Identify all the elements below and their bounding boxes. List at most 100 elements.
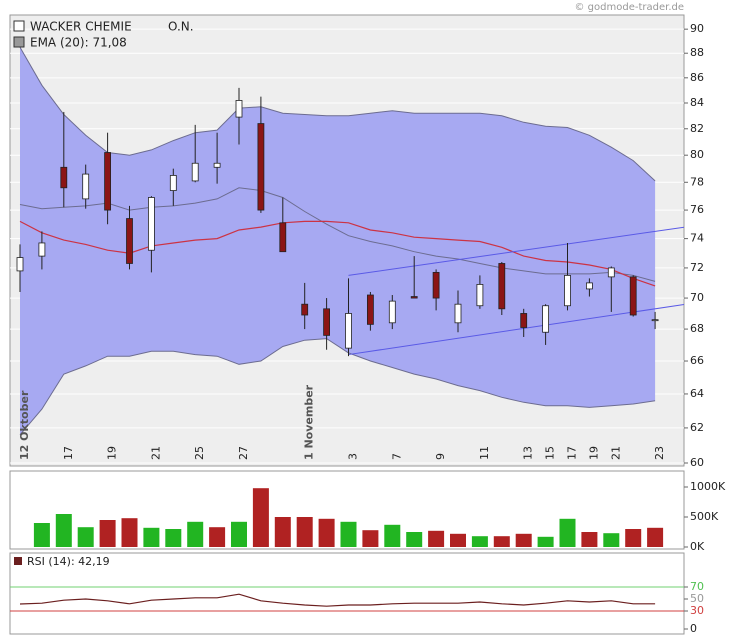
volume-bar [625, 529, 642, 547]
candle-body [323, 308, 331, 336]
volume-bar [231, 521, 247, 547]
volume-bar [340, 521, 357, 547]
y-tick-label: 64 [690, 387, 704, 400]
volume-bar [77, 527, 94, 547]
y-tick-label: 90 [690, 22, 704, 35]
x-tick-label: 21 [149, 446, 162, 460]
y-tick-label: 500K [690, 510, 719, 523]
band-middle [19, 187, 656, 282]
x-tick-label: 19 [106, 446, 119, 460]
candle-body [301, 303, 309, 316]
volume-bar [165, 529, 182, 547]
candle-body [651, 319, 659, 322]
x-tick-label: 15 [544, 446, 557, 460]
candle-body [432, 271, 440, 299]
x-tick-label: 23 [653, 446, 666, 460]
legend-rsi: RSI (14): 42,19 [27, 555, 110, 568]
y-tick-label: 76 [690, 203, 704, 216]
rsi-line [19, 593, 656, 607]
candle-body [279, 222, 287, 253]
volume-bar [537, 536, 554, 547]
y-tick-label: 88 [690, 46, 704, 59]
volume-bar [121, 518, 138, 547]
y-tick-label: 66 [690, 354, 704, 367]
x-tick-label: 3 [347, 453, 360, 460]
volume-bar [581, 532, 598, 547]
volume-bar [406, 532, 423, 547]
candle-body [104, 152, 111, 211]
y-tick-label: 80 [690, 148, 704, 161]
volume-bar [450, 533, 466, 547]
candle-body [520, 313, 528, 328]
candle-body [60, 166, 68, 189]
y-tick-label: 50 [690, 592, 704, 605]
volume-bar [559, 518, 576, 547]
volume-bar [187, 521, 204, 547]
volume-bar [296, 517, 313, 547]
volume-bar [603, 533, 620, 547]
y-tick-label: 70 [690, 580, 704, 593]
trend-line [348, 226, 685, 276]
band-area [20, 47, 656, 435]
y-tick-label: 82 [690, 122, 704, 135]
y-tick-label: 72 [690, 261, 704, 274]
y-tick-label: 68 [690, 322, 704, 335]
candle-body [235, 100, 243, 118]
volume-bar [384, 524, 401, 547]
volume-bar [55, 514, 72, 547]
candle-body [169, 175, 177, 191]
candle-body [607, 267, 615, 278]
volume-bar [252, 488, 269, 547]
candle-body [257, 123, 265, 211]
y-tick-label: 30 [690, 604, 704, 617]
candle-body [388, 300, 396, 324]
candle-body [16, 257, 24, 272]
candle-body [564, 274, 571, 307]
x-tick-label: 17 [62, 446, 75, 460]
x-tick-label: 27 [237, 446, 250, 460]
volume-bar [362, 530, 379, 547]
legend-marker [13, 36, 25, 48]
x-tick-label: 17 [566, 446, 579, 460]
y-tick-label: 70 [690, 291, 704, 304]
legend-title: WACKER CHEMIE [30, 20, 132, 34]
candle-body [476, 283, 484, 307]
candle-body [213, 162, 221, 168]
volume-bar [493, 536, 510, 547]
x-tick-label: 11 [478, 446, 491, 460]
candle-body [454, 303, 462, 324]
trend-line [348, 304, 685, 356]
credit: © godmode-trader.de [575, 2, 685, 13]
legend-marker [13, 20, 25, 32]
y-tick-label: 84 [690, 96, 704, 109]
y-tick-label: 78 [690, 175, 704, 188]
y-tick-label: 0 [690, 622, 697, 635]
x-tick-label: 9 [434, 453, 447, 460]
legend-subtitle: O.N. [168, 20, 194, 34]
volume-bar [33, 523, 50, 547]
volume-bar [318, 518, 335, 547]
x-tick-label: 12 Oktober [18, 390, 31, 460]
x-tick-label: 21 [609, 446, 622, 460]
y-tick-label: 62 [690, 421, 704, 434]
candle-body [410, 296, 418, 299]
candle-body [82, 173, 90, 200]
candle-body [191, 162, 199, 182]
candle-body [345, 313, 352, 349]
ema-line [19, 220, 656, 287]
x-tick-label: 13 [522, 446, 535, 460]
volume-bar [515, 533, 532, 547]
candle-body [542, 305, 549, 333]
y-tick-label: 60 [690, 456, 704, 469]
x-tick-label: 1 November [303, 384, 316, 460]
y-tick-label: 86 [690, 71, 704, 84]
candle-body [629, 276, 637, 316]
volume-bar [274, 517, 291, 547]
candle-body [498, 263, 506, 310]
x-tick-label: 25 [193, 446, 206, 460]
volume-bar [471, 536, 488, 547]
x-tick-label: 7 [390, 453, 403, 460]
y-tick-label: 1000K [690, 480, 726, 493]
y-tick-label: 0K [690, 540, 705, 553]
